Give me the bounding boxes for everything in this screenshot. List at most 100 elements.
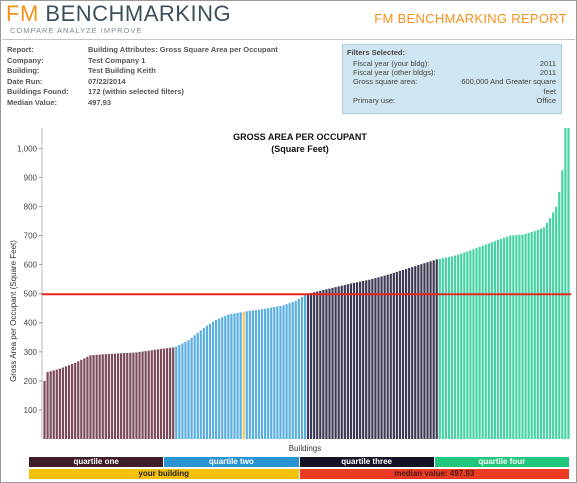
building-bar — [257, 309, 261, 439]
building-bar — [89, 355, 92, 439]
y-tick-label: 400 — [24, 319, 38, 328]
building-bar — [156, 349, 160, 439]
info-key: Date Run: — [7, 76, 43, 86]
building-bar — [386, 274, 389, 439]
info-value: 07/22/2014 — [88, 76, 126, 86]
building-bar — [555, 206, 558, 439]
building-bar — [395, 271, 398, 439]
building-bar — [288, 303, 291, 439]
info-key: Company: — [7, 55, 44, 65]
info-row-date-run: Date Run: 07/22/2014 — [7, 77, 278, 88]
building-bar — [533, 231, 536, 439]
y-tick-label: 700 — [24, 232, 38, 241]
building-bar — [472, 249, 475, 439]
legend-item-quartile-one: quartile one — [29, 457, 165, 467]
y-tick-label: 600 — [24, 261, 38, 270]
building-bar — [208, 323, 212, 439]
building-bar — [95, 354, 98, 439]
building-bar — [218, 318, 221, 439]
info-value: 172 (within selected filters) — [88, 87, 184, 97]
building-bar — [92, 355, 95, 439]
building-bar — [411, 267, 414, 439]
filter-key: Gross square area: — [353, 77, 418, 87]
building-bar — [313, 292, 316, 439]
building-bar — [245, 311, 248, 439]
building-bar — [487, 243, 490, 439]
building-bar — [58, 368, 61, 439]
building-bar — [227, 314, 230, 439]
building-bar — [444, 257, 448, 439]
building-bar — [175, 346, 178, 439]
building-bar — [135, 352, 138, 439]
filter-key: Primary use: — [353, 95, 396, 105]
building-bar — [190, 337, 193, 439]
building-bar — [104, 354, 107, 439]
y-tick-label: 500 — [24, 290, 38, 299]
x-axis-label: Buildings — [289, 444, 321, 453]
building-bar — [322, 290, 325, 439]
building-bar — [484, 244, 487, 439]
building-bar — [221, 317, 224, 439]
building-bar — [426, 262, 429, 439]
building-bar — [545, 222, 549, 439]
building-bar — [46, 372, 49, 439]
building-bar — [334, 287, 337, 439]
building-bar — [343, 284, 346, 439]
legend-item-quartile-four: quartile four — [434, 457, 570, 467]
building-bar — [561, 170, 564, 439]
building-bar — [260, 309, 264, 439]
building-bar — [512, 235, 515, 439]
legend-item-quartile-three: quartile three — [299, 457, 435, 467]
building-bar — [141, 351, 144, 439]
building-bar — [530, 232, 533, 439]
building-bar — [463, 252, 466, 439]
y-axis: 100 200 300 400 500 600 700 800 900 1,000 — [17, 128, 43, 439]
building-bar — [254, 310, 258, 439]
building-bar — [233, 313, 236, 439]
building-bar — [169, 347, 172, 439]
y-tick-label: 200 — [24, 377, 38, 386]
building-bar — [398, 270, 402, 439]
logo-tagline: COMPARE ANALYZE IMPROVE — [10, 26, 143, 35]
filter-value: 600,000 And Greater square feet — [461, 77, 556, 96]
logo-fm: FM — [6, 1, 39, 26]
building-bar — [270, 307, 273, 439]
filter-row-fiscal-year-other-bldgs: Fiscal year (other bldgs): 2011 — [347, 68, 556, 77]
y-tick-label: 800 — [24, 202, 38, 211]
building-bar — [325, 289, 328, 439]
building-bar — [493, 241, 497, 439]
info-key: Median Value: — [7, 97, 58, 107]
report-info-table: Report: Building Attributes: Gross Square… — [7, 45, 278, 109]
filter-value: Office — [536, 95, 556, 105]
marker-legend: your building median value: 497.93 — [29, 469, 570, 479]
building-bar — [539, 228, 542, 439]
logo-benchmarking: BENCHMARKING — [45, 1, 232, 26]
building-bar — [83, 358, 86, 439]
building-bar — [248, 310, 251, 439]
building-bar — [126, 352, 129, 439]
building-bar — [355, 282, 359, 439]
building-bar — [276, 306, 279, 439]
your-building-bar — [242, 311, 245, 439]
fm-benchmarking-logo: FM BENCHMARKING COMPARE ANALYZE IMPROVE — [6, 1, 232, 36]
building-bar — [80, 359, 83, 439]
filters-panel: Filters Selected: Fiscal year (your bldg… — [342, 44, 562, 114]
filter-key: Fiscal year (other bldgs): — [353, 68, 436, 78]
building-bar — [291, 302, 294, 439]
building-bar — [273, 307, 276, 439]
building-bar — [202, 328, 205, 439]
building-bar — [129, 352, 132, 439]
building-bar — [300, 297, 304, 439]
building-bar — [515, 235, 518, 439]
building-bar — [527, 232, 530, 439]
filter-row-primary-use: Primary use: Office — [347, 96, 556, 105]
building-bar — [101, 354, 104, 439]
building-bar — [251, 310, 254, 439]
filter-key: Fiscal year (your bldg): — [353, 59, 430, 68]
info-row-report: Report: Building Attributes: Gross Square… — [7, 45, 278, 56]
building-bar — [389, 273, 392, 439]
building-bar — [74, 362, 77, 439]
building-bar — [306, 293, 310, 439]
building-bar — [552, 212, 555, 439]
building-bar — [98, 354, 101, 439]
